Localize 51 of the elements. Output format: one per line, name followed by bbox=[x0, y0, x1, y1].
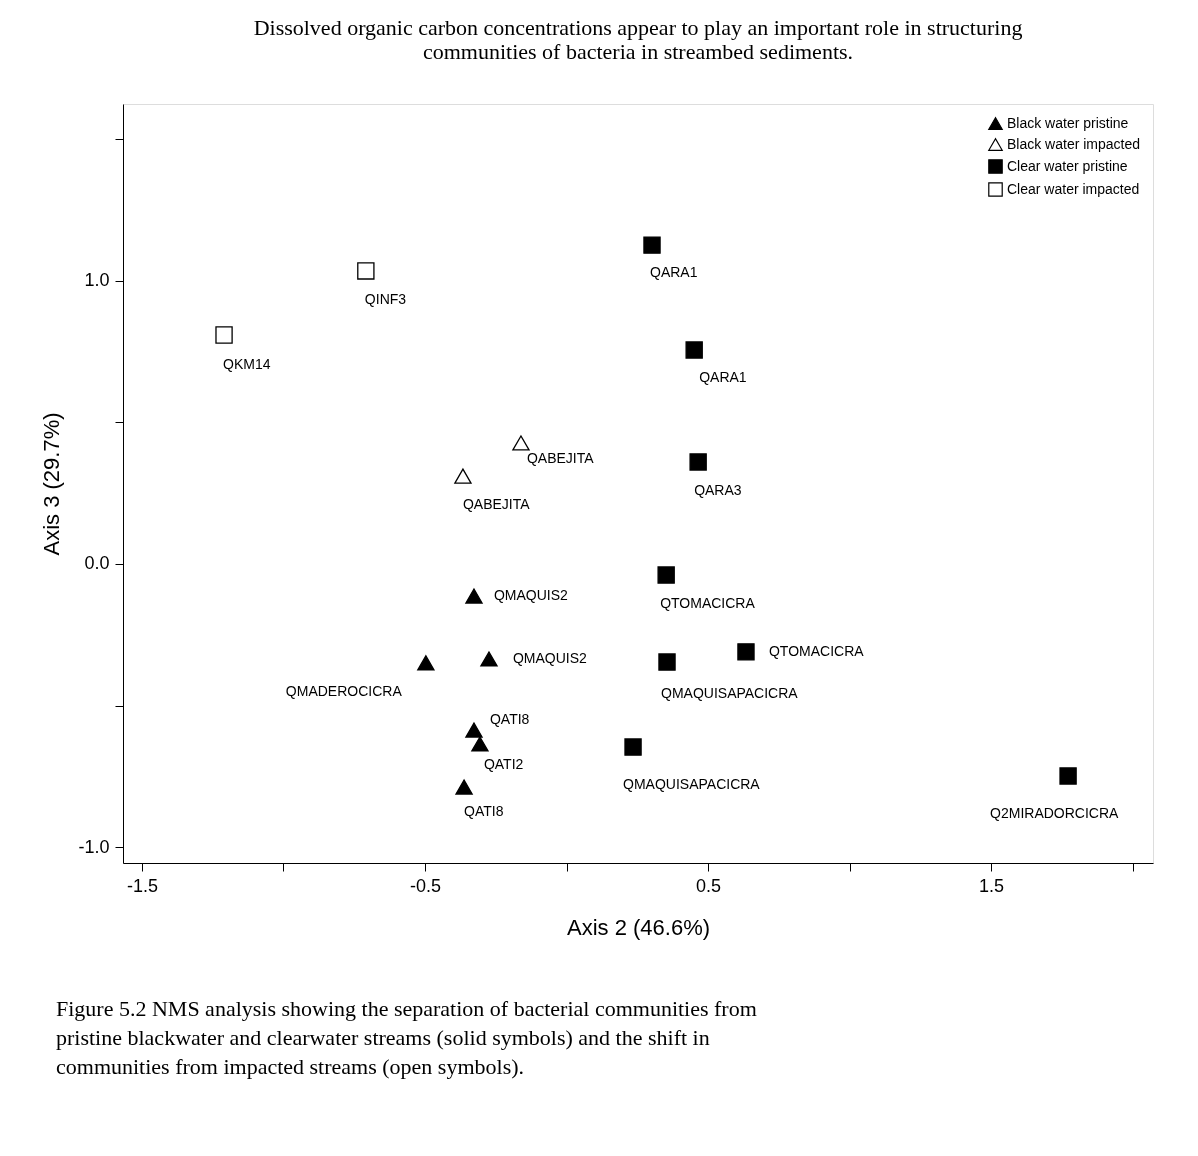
x-tick-label: -0.5 bbox=[409, 875, 442, 896]
annotation: QARA1 bbox=[699, 369, 747, 386]
x-tick-label: 0.5 bbox=[696, 875, 722, 896]
y-tick-label: -1.0 bbox=[78, 836, 110, 857]
legend-label: Black water pristine bbox=[1007, 114, 1129, 131]
point bbox=[465, 588, 483, 604]
annotation: QATI8 bbox=[489, 711, 530, 728]
annotation: Q2MIRADORCICRA bbox=[990, 804, 1120, 821]
point bbox=[1059, 767, 1077, 785]
point bbox=[215, 326, 233, 344]
point bbox=[689, 453, 707, 471]
annotation: QMAQUIS2 bbox=[512, 649, 588, 666]
x-tick-label: 1.5 bbox=[979, 875, 1005, 896]
point bbox=[455, 779, 473, 795]
point bbox=[643, 236, 661, 254]
caption: Figure 5.2 NMS analysis showing the separation of bacterial communities from pristine blackwater and clearwater streams (solid symbols) and the shift in communities from impacted streams (open symbols). bbox=[56, 996, 757, 1079]
x-tick-label: -1.5 bbox=[126, 875, 158, 896]
annotation: QATI8 bbox=[464, 803, 504, 820]
annotation: QMAQUISAPACICRA bbox=[623, 776, 761, 793]
annotation: QMAQUIS2 bbox=[493, 587, 569, 604]
point bbox=[357, 262, 375, 280]
y-axis-title: Axis 3 (29.7%) bbox=[39, 412, 65, 556]
legend-label: Clear water impacted bbox=[1007, 180, 1140, 197]
point bbox=[685, 341, 703, 359]
point bbox=[454, 468, 472, 484]
annotation: QTOMACICRA bbox=[768, 642, 865, 659]
annotation: QKM14 bbox=[223, 355, 271, 372]
annotation: QMADEROCICRA bbox=[285, 682, 403, 699]
legend-label: Black water impacted bbox=[1007, 135, 1141, 152]
annotation: QMAQUISAPACICRA bbox=[661, 685, 799, 702]
annotation: QABEJITA bbox=[526, 449, 595, 466]
y-tick-label: 0.0 bbox=[84, 553, 110, 574]
annotation: QATI2 bbox=[483, 755, 524, 772]
point bbox=[512, 435, 530, 451]
point bbox=[624, 738, 642, 756]
point bbox=[737, 643, 755, 661]
x-axis-title: Axis 2 (46.6%) bbox=[566, 914, 711, 940]
annotation: QTOMACICRA bbox=[660, 595, 756, 612]
y-tick-label: 1.0 bbox=[84, 270, 110, 291]
annotation: QABEJITA bbox=[462, 496, 531, 513]
annotation: QINF3 bbox=[364, 290, 407, 307]
point bbox=[657, 566, 675, 584]
legend-label: Clear water pristine bbox=[1007, 157, 1128, 174]
point bbox=[658, 653, 676, 671]
chart-title: Dissolved organic carbon concentrations appear to play an important role in structuring communities of bacteria in streambed sediments. bbox=[253, 15, 1023, 64]
annotation: QARA1 bbox=[650, 264, 698, 281]
point bbox=[471, 736, 489, 752]
point bbox=[465, 722, 483, 738]
point bbox=[417, 655, 435, 671]
point bbox=[480, 651, 498, 667]
annotation: QARA3 bbox=[694, 481, 742, 498]
